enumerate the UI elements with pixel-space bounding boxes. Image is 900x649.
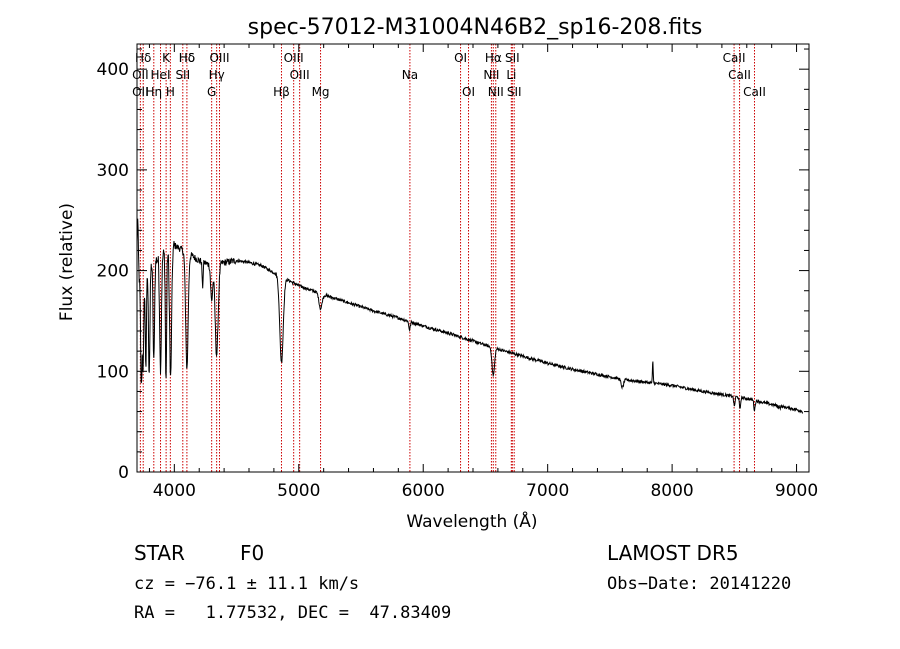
- line-marker-label: K: [162, 51, 171, 65]
- marker-lines-group: [139, 44, 755, 472]
- line-marker-label: Hα: [485, 51, 502, 65]
- coordinates: RA = 1.77532, DEC = 47.83409: [134, 603, 452, 623]
- line-marker-label: Hγ: [209, 68, 225, 82]
- y-tick-label: 300: [97, 161, 129, 181]
- spectrum-line: [136, 218, 804, 415]
- line-marker-label: NII: [483, 68, 499, 82]
- x-tick-label: 7000: [526, 481, 569, 501]
- object-class: STAR: [134, 541, 185, 565]
- line-marker-label: OII: [132, 85, 149, 99]
- line-marker-label: G: [207, 85, 216, 99]
- line-marker-label: Li: [506, 68, 516, 82]
- x-tick-label: 9000: [775, 481, 818, 501]
- line-marker-label: CaII: [743, 85, 766, 99]
- line-marker-label: Na: [402, 68, 418, 82]
- line-marker-label: OIII: [209, 51, 229, 65]
- y-tick-label: 0: [118, 463, 129, 483]
- line-marker-label: H: [166, 85, 175, 99]
- line-marker-label: Hδ: [135, 51, 151, 65]
- line-marker-label: CaII: [723, 51, 746, 65]
- spectral-subclass: F0: [240, 541, 265, 565]
- line-marker-label: OI: [462, 85, 475, 99]
- line-marker-label: OIII: [284, 51, 304, 65]
- redshift-value: cz = −76.1 ± 11.1 km/s: [134, 574, 360, 594]
- line-marker-label: OIII: [290, 68, 310, 82]
- line-marker-label: OI: [454, 51, 467, 65]
- x-axis-label: Wavelength (Å): [406, 510, 537, 532]
- y-axis-label: Flux (relative): [57, 203, 77, 321]
- x-tick-label: 8000: [650, 481, 693, 501]
- y-axis: 0 100 200 300 400: [97, 48, 809, 483]
- y-tick-label: 200: [97, 262, 129, 282]
- line-marker-label: SII: [505, 51, 520, 65]
- y-tick-label: 400: [97, 60, 129, 80]
- line-marker-label: CaII: [728, 68, 751, 82]
- line-marker-label: HeI: [151, 68, 171, 82]
- x-tick-label: 5000: [277, 481, 320, 501]
- line-marker-label: SII: [175, 68, 190, 82]
- line-marker-label: Hβ: [273, 85, 290, 99]
- obs-date: Obs−Date: 20141220: [607, 574, 792, 594]
- line-marker-label: Hη: [145, 85, 162, 99]
- line-marker-label: OII: [132, 68, 149, 82]
- x-axis: 4000 5000 6000 7000 8000 9000: [148, 44, 818, 501]
- y-tick-label: 100: [97, 362, 129, 382]
- x-tick-label: 6000: [402, 481, 445, 501]
- line-marker-label: Hδ: [179, 51, 195, 65]
- survey-name: LAMOST DR5: [607, 541, 739, 565]
- line-marker-label: SII: [507, 85, 522, 99]
- line-marker-label: Mg: [312, 85, 330, 99]
- chart-title: spec-57012-M31004N46B2_sp16-208.fits: [248, 15, 703, 40]
- line-marker-label: NII: [488, 85, 504, 99]
- x-tick-label: 4000: [153, 481, 196, 501]
- line-marker-label: Hδ: [179, 51, 195, 65]
- plot-frame: [136, 43, 810, 473]
